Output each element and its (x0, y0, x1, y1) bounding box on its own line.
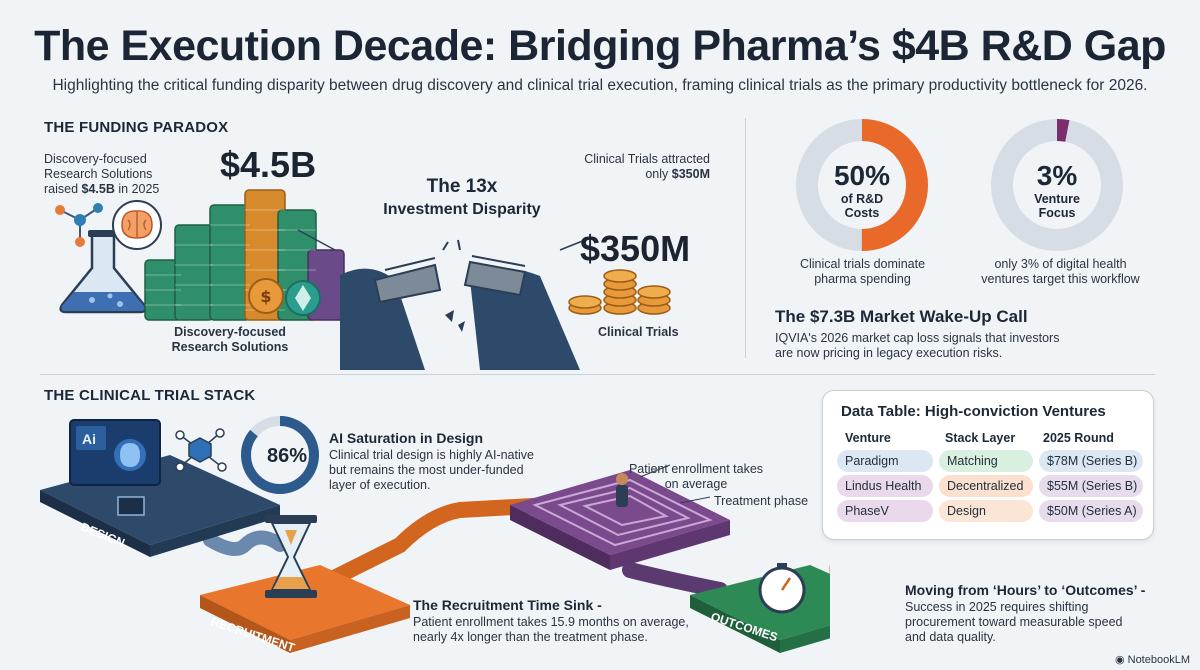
clinical-stack-illustration: DESIGN Ai RECRUITMENT (40, 416, 830, 655)
patient-enrollment-note: Patient enrollment takes on average (628, 462, 764, 491)
outcomes-platform: OUTCOMES (690, 563, 830, 653)
clinical-stack-heading: THE CLINICAL TRIAL STACK (44, 387, 256, 404)
maze-platform (510, 470, 730, 570)
donut-rd-costs-caption: Clinical trials dominate pharma spending (799, 257, 926, 286)
clinical-amount: $350M (580, 228, 691, 269)
ai-saturation-title: AI Saturation in Design (329, 430, 484, 446)
section-divider-horizontal (40, 374, 1155, 375)
recruitment-text: Patient enrollment takes 15.9 months on … (413, 615, 689, 644)
notebooklm-logo: ◉ NotebookLM (1114, 654, 1190, 666)
stopwatch-icon (758, 563, 806, 614)
table-row-round: $78M (Series B) (1039, 450, 1143, 472)
table-row-round: $55M (Series B) (1039, 475, 1143, 497)
network-icon (175, 428, 227, 472)
table-row-venture: Paradigm (837, 450, 933, 472)
page-title: The Execution Decade: Bridging Pharma’s … (34, 22, 1166, 70)
donut-0-arc (796, 119, 928, 251)
discovery-label: Discovery-focused Research Solutions (171, 325, 289, 354)
clinical-note: Clinical Trials attracted only $350M (584, 152, 710, 181)
funding-illustration: $ (55, 189, 671, 370)
market-text: IQVIA's 2026 market cap loss signals tha… (775, 331, 1060, 360)
table-header-venture: Venture (845, 431, 891, 445)
broken-bridge-icon (340, 239, 580, 370)
table-row-venture: Lindus Health (837, 475, 933, 497)
ventures-table: Data Table: High-conviction Ventures Ven… (822, 390, 1154, 540)
brain-icon (112, 200, 162, 250)
section-divider-vertical (745, 118, 746, 358)
outcomes-text: Success in 2025 requires shifting procur… (905, 600, 1123, 644)
ai-icon: Ai (82, 431, 96, 447)
ai-saturation-ring (241, 416, 319, 494)
table-row-layer: Design (939, 500, 1033, 522)
ai-ring-arc (241, 416, 319, 494)
table-row-layer: Matching (939, 450, 1033, 472)
ai-saturation-text: Clinical trial design is highly AI-nativ… (329, 448, 534, 492)
clinical-label: Clinical Trials (598, 325, 679, 339)
donut-venture-focus-caption: only 3% of digital health ventures targe… (981, 257, 1140, 286)
disparity-label: The 13x Investment Disparity (383, 176, 541, 218)
molecule-icon (55, 203, 103, 247)
donut-1-arc (991, 119, 1123, 251)
design-platform: DESIGN Ai (40, 419, 280, 557)
table-row-venture: PhaseV (837, 500, 933, 522)
donut-venture-focus (991, 119, 1123, 251)
table-row-round: $50M (Series A) (1039, 500, 1143, 522)
table-header-round: 2025 Round (1043, 431, 1114, 445)
outcomes-title: Moving from ‘Hours’ to ‘Outcomes’ - (905, 582, 1146, 598)
coin-stacks-small (568, 269, 671, 315)
coin-stacks-large: $ (144, 189, 345, 321)
donut-venture-focus-label: 3% Venture Focus (1034, 160, 1080, 220)
ai-saturation-pct: 86% (266, 445, 308, 467)
treatment-phase-note: Treatment phase (714, 494, 809, 508)
table-row-layer: Decentralized (939, 475, 1033, 497)
discovery-note: Discovery-focused Research Solutions rai… (44, 152, 160, 196)
svg-text:$: $ (260, 287, 271, 306)
market-title: The $7.3B Market Wake-Up Call (775, 307, 1028, 326)
notebooklm-icon: ◉ (1114, 654, 1125, 666)
funding-paradox-heading: THE FUNDING PARADOX (44, 119, 229, 136)
donut-charts (796, 119, 1123, 251)
page-subtitle: Highlighting the critical funding dispar… (52, 77, 1148, 94)
ventures-table-title: Data Table: High-conviction Ventures (841, 403, 1106, 420)
recruitment-title: The Recruitment Time Sink - (413, 597, 602, 613)
donut-rd-costs-label: 50% of R&D Costs (833, 160, 891, 220)
recruitment-platform: RECRUITMENT (200, 515, 410, 655)
discovery-amount: $4.5B (220, 144, 317, 185)
hourglass-icon (265, 515, 317, 598)
table-header-layer: Stack Layer (945, 431, 1016, 445)
donut-rd-costs (796, 119, 928, 251)
